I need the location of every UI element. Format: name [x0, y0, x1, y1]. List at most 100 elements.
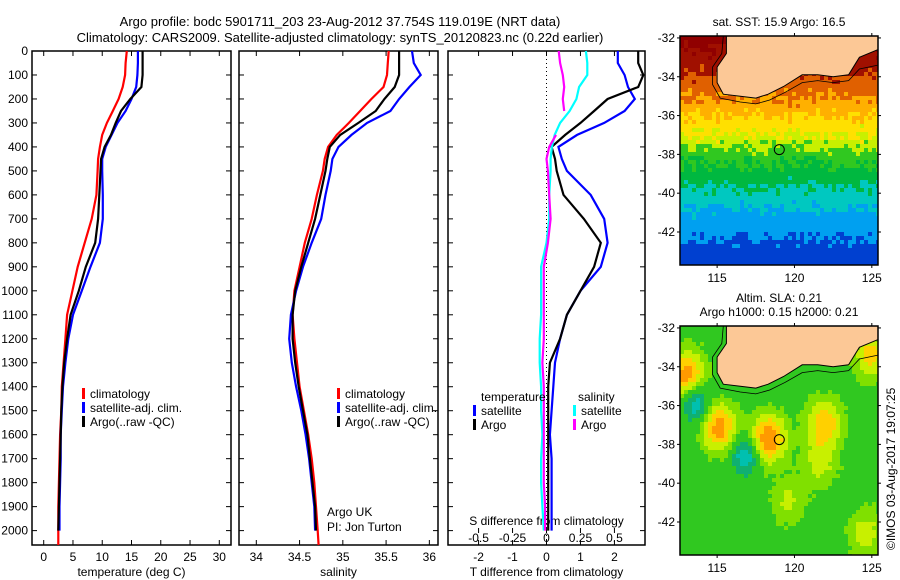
map-cell [712, 220, 716, 224]
map-cell [784, 442, 788, 446]
map-cell [744, 434, 748, 438]
map-cell [852, 434, 856, 438]
map-cell [788, 386, 792, 390]
map-cell [812, 156, 816, 160]
map-cell [772, 216, 776, 220]
map-cell [864, 438, 868, 442]
map-cell [768, 450, 772, 454]
map-cell [836, 434, 840, 438]
map-cell [824, 462, 828, 466]
map-cell [708, 132, 712, 136]
map-cell [852, 172, 856, 176]
map-cell [856, 132, 860, 136]
map-cell [748, 260, 752, 264]
y-tick-label: 1900 [1, 500, 28, 514]
map-cell [752, 430, 756, 434]
map-cell [764, 398, 768, 402]
map-cell [828, 422, 832, 426]
map-cell [856, 160, 860, 164]
map-cell [820, 378, 824, 382]
map-cell [856, 466, 860, 470]
map-cell [776, 156, 780, 160]
map-cell [860, 398, 864, 402]
map-cell [796, 434, 800, 438]
map-cell [704, 334, 708, 338]
map-cell [684, 88, 688, 92]
map-cell [868, 394, 872, 398]
map-cell [824, 208, 828, 212]
map-cell [804, 108, 808, 112]
map-cell [852, 164, 856, 168]
map-cell [784, 180, 788, 184]
map-cell [716, 60, 720, 64]
map-cell [848, 458, 852, 462]
map-cell [820, 454, 824, 458]
map-cell [832, 406, 836, 410]
map-cell [860, 160, 864, 164]
map-cell [820, 386, 824, 390]
map-cell [796, 116, 800, 120]
map-cell [792, 84, 796, 88]
map-cell [864, 260, 868, 264]
map-cell [844, 430, 848, 434]
map-cell [708, 220, 712, 224]
map-cell [856, 406, 860, 410]
map-cell [772, 200, 776, 204]
map-cell [680, 176, 684, 180]
map-cell [852, 72, 856, 76]
map-cell [728, 244, 732, 248]
map-cell [700, 458, 704, 462]
map-cell [696, 144, 700, 148]
map-cell [852, 132, 856, 136]
map-cell [824, 168, 828, 172]
map-cell [704, 410, 708, 414]
map-cell [848, 192, 852, 196]
map-cell [696, 442, 700, 446]
map-cell [780, 454, 784, 458]
map-cell [804, 450, 808, 454]
map-cell [784, 402, 788, 406]
map-cell [696, 330, 700, 334]
map-cell [800, 370, 804, 374]
map-cell [840, 156, 844, 160]
map-cell [736, 422, 740, 426]
map-cell [692, 168, 696, 172]
map-cell [732, 188, 736, 192]
y-tick-label: 1400 [1, 380, 28, 394]
map-cell [808, 216, 812, 220]
map-cell [736, 208, 740, 212]
map-cell [684, 228, 688, 232]
map-cell [784, 184, 788, 188]
map-cell [836, 144, 840, 148]
map-cell [688, 438, 692, 442]
map-cell [812, 140, 816, 144]
map-cell [680, 132, 684, 136]
map-cell [704, 338, 708, 342]
map-cell [720, 248, 724, 252]
map-cell [760, 244, 764, 248]
map-cell [704, 252, 708, 256]
map-cell [836, 216, 840, 220]
map-cell [856, 60, 860, 64]
map-cell [716, 140, 720, 144]
map-cell [684, 144, 688, 148]
map-cell [856, 124, 860, 128]
map-cell [688, 48, 692, 52]
map-cell [868, 382, 872, 386]
map-cell [836, 104, 840, 108]
map-cell [848, 180, 852, 184]
map-cell [868, 240, 872, 244]
map-cell [796, 220, 800, 224]
map-cell [712, 418, 716, 422]
map-cell [680, 402, 684, 406]
map-cell [828, 180, 832, 184]
map-cell [704, 240, 708, 244]
map-cell [756, 204, 760, 208]
map-cell [744, 152, 748, 156]
map-cell [784, 466, 788, 470]
map-cell [700, 172, 704, 176]
map-cell [828, 172, 832, 176]
map-cell [856, 438, 860, 442]
map-cell [832, 374, 836, 378]
map-cell [724, 248, 728, 252]
